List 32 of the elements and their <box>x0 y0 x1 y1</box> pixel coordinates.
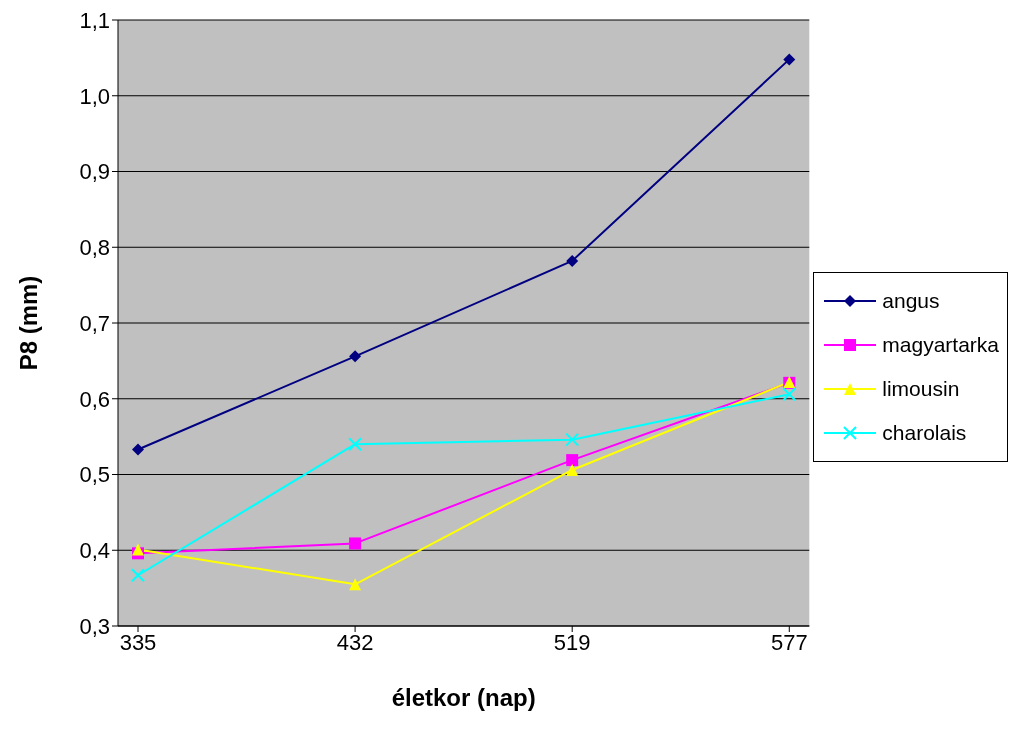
point <box>565 432 580 447</box>
legend-label: limousin <box>882 377 960 401</box>
y-tick-label: 0,8 <box>79 235 110 261</box>
point <box>131 568 145 583</box>
y-tick-label: 0,6 <box>79 386 110 412</box>
x-tick-label: 335 <box>119 629 157 655</box>
y-tick-label: 0,5 <box>79 462 110 488</box>
point <box>349 537 362 550</box>
point <box>566 454 579 467</box>
y-tick-label: 0,9 <box>79 159 110 185</box>
y-tick-label: 1,1 <box>79 7 110 33</box>
point <box>782 387 797 402</box>
legend-label: angus <box>882 289 940 313</box>
legend-label: charolais <box>882 421 967 445</box>
x-tick-label: 519 <box>553 629 591 655</box>
point <box>566 463 579 476</box>
point <box>132 443 144 456</box>
y-tick-label: 1,0 <box>79 83 110 109</box>
x-tick-label: 577 <box>770 629 808 655</box>
point <box>783 53 796 66</box>
y-tick-label: 0,4 <box>79 538 110 564</box>
x-tick-label: 432 <box>336 629 374 655</box>
point <box>349 578 362 591</box>
point <box>132 543 144 556</box>
point <box>566 254 579 267</box>
point <box>349 350 362 363</box>
y-tick-label: 0,3 <box>79 613 110 639</box>
x-axis-title: életkor (nap) <box>391 684 536 711</box>
point <box>348 437 363 452</box>
y-axis-title: P8 (mm) <box>14 275 42 371</box>
y-tick-label: 0,7 <box>79 310 110 336</box>
legend-label: magyartarka <box>882 333 999 357</box>
